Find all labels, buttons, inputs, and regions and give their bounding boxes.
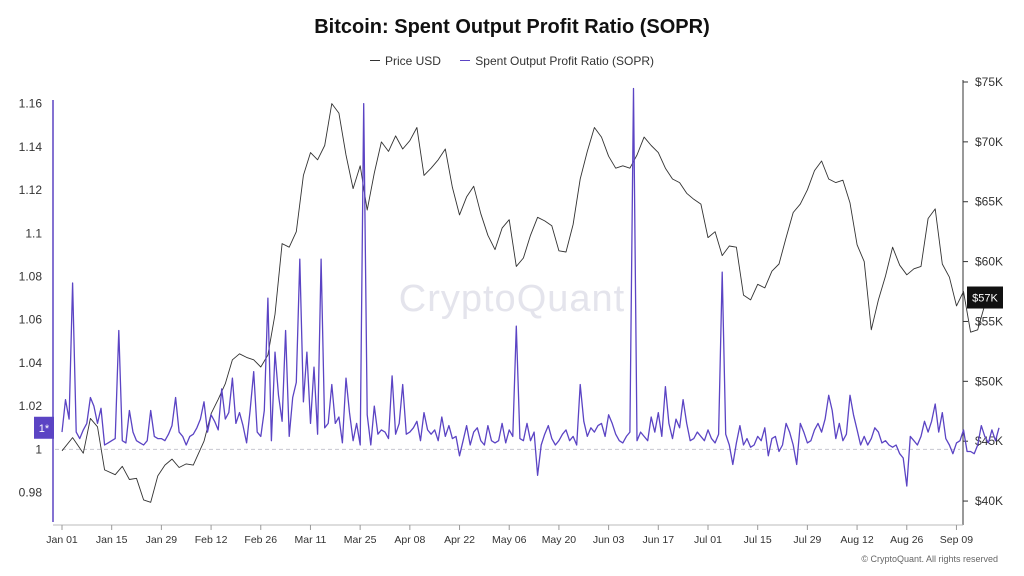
- legend-label-price: Price USD: [384, 53, 441, 68]
- y-right-tick-label: $50K: [975, 374, 1003, 388]
- legend-item-sopr[interactable]: Spent Output Profit Ratio (SOPR): [460, 54, 654, 68]
- x-tick-label: Jun 17: [643, 534, 675, 546]
- y-left-tick-label: 1.12: [19, 183, 43, 197]
- current-price-badge-label: $57K: [972, 293, 998, 305]
- y-left-tick-label: 0.98: [19, 486, 43, 500]
- x-tick-label: Aug 26: [890, 534, 923, 546]
- x-tick-label: Jun 03: [593, 534, 625, 546]
- x-tick-label: Jul 15: [744, 534, 772, 546]
- y-left-tick-label: 1.1: [25, 226, 42, 240]
- copyright-credit: © CryptoQuant. All rights reserved: [861, 554, 998, 564]
- y-right-tick-label: $65K: [975, 195, 1003, 209]
- chart-legend: Price USD Spent Output Profit Ratio (SOP…: [0, 50, 1024, 68]
- y-right-tick-label: $60K: [975, 255, 1003, 269]
- x-tick-label: Jan 29: [146, 534, 178, 546]
- x-tick-label: Mar 25: [344, 534, 377, 546]
- x-tick-label: Jan 01: [46, 534, 78, 546]
- y-right-tick-label: $55K: [975, 314, 1003, 328]
- legend-swatch-price: [369, 60, 380, 61]
- legend-swatch-sopr: [460, 60, 471, 61]
- y-left-tick-label: 1.06: [19, 313, 43, 327]
- current-sopr-badge-label: 1*: [39, 423, 50, 435]
- y-left-tick-label: 1.08: [19, 269, 43, 283]
- x-tick-label: Jul 01: [694, 534, 722, 546]
- x-tick-label: Mar 11: [295, 534, 327, 546]
- x-tick-label: Jul 29: [793, 534, 821, 546]
- y-left-tick-label: 1.16: [19, 97, 43, 111]
- x-tick-label: May 20: [542, 534, 577, 546]
- current-price-badge: [967, 286, 1003, 309]
- y-right-tick-label: $70K: [975, 135, 1003, 149]
- x-tick-label: Aug 12: [840, 534, 873, 546]
- y-right-tick-label: $75K: [975, 75, 1003, 89]
- legend-item-price[interactable]: Price USD: [369, 53, 441, 68]
- x-tick-label: Sep 09: [940, 534, 973, 546]
- y-left-tick-label: 1: [35, 442, 42, 456]
- y-left-tick-label: 1.02: [19, 399, 43, 413]
- chart-title: Bitcoin: Spent Output Profit Ratio (SOPR…: [314, 16, 710, 38]
- legend-label-sopr: Spent Output Profit Ratio (SOPR): [475, 53, 655, 68]
- watermark: CryptoQuant: [398, 278, 626, 320]
- series-line-price-usd: [61, 103, 1000, 503]
- y-right-tick-label: $40K: [975, 494, 1003, 508]
- current-sopr-badge: [34, 416, 54, 439]
- x-tick-label: Jan 15: [96, 534, 128, 546]
- x-tick-label: Apr 22: [444, 534, 475, 546]
- x-tick-label: May 06: [492, 534, 527, 546]
- x-tick-label: Apr 08: [394, 534, 425, 546]
- x-tick-label: Feb 12: [195, 534, 228, 546]
- y-left-tick-label: 1.04: [19, 356, 43, 370]
- y-left-tick-label: 1.14: [19, 140, 43, 154]
- x-tick-label: Feb 26: [244, 534, 277, 546]
- series-line-sopr: [61, 87, 1000, 487]
